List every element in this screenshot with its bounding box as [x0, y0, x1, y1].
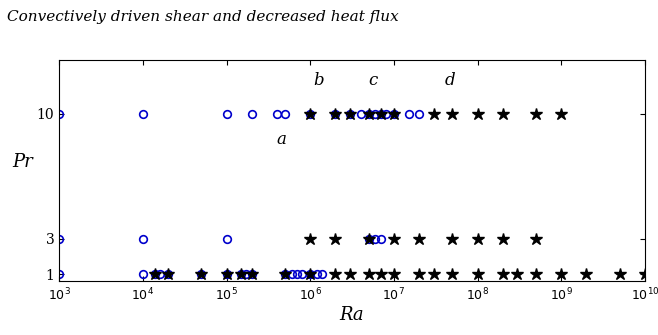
Y-axis label: Pr: Pr [13, 153, 33, 171]
Text: c: c [368, 72, 378, 89]
Text: Convectively driven shear and decreased heat flux: Convectively driven shear and decreased … [7, 10, 398, 24]
X-axis label: Ra: Ra [340, 306, 365, 324]
Text: b: b [314, 72, 324, 89]
Text: d: d [444, 72, 455, 89]
Text: a: a [277, 131, 287, 148]
